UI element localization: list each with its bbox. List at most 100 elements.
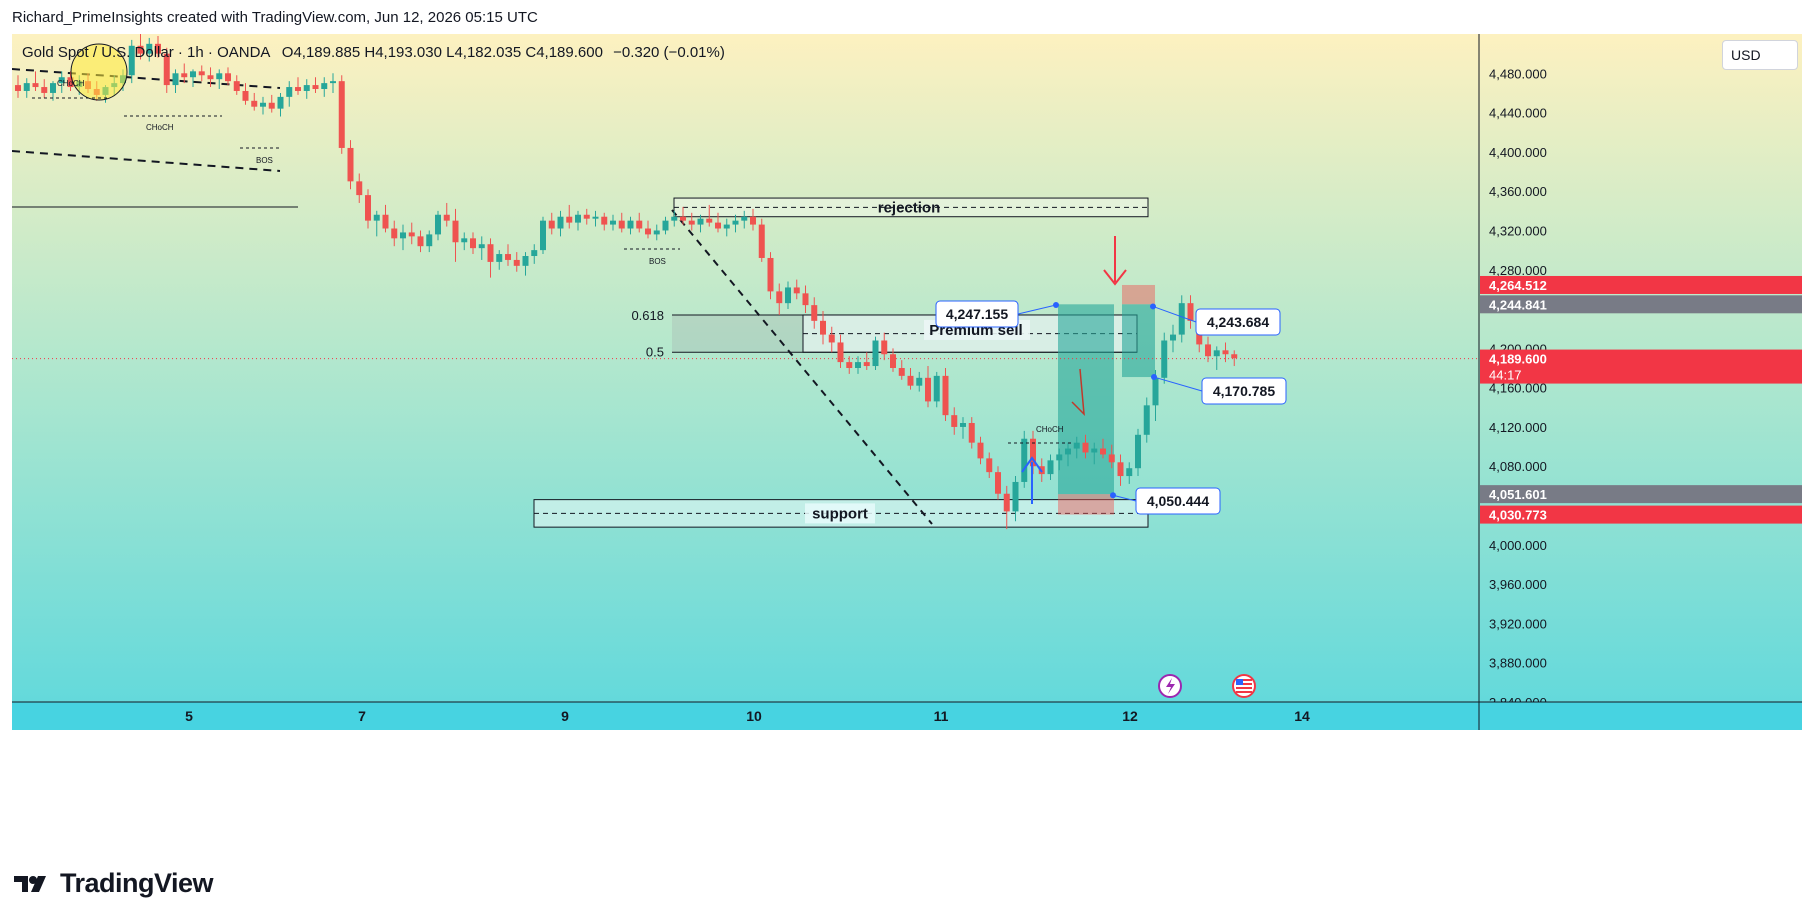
candle [1205, 336, 1211, 363]
open-value: 4,189.885 [293, 44, 361, 61]
candle-body [916, 377, 923, 386]
candle-body [1117, 462, 1124, 477]
candle-body [1100, 448, 1106, 455]
candle-body [505, 254, 511, 260]
candle-body [653, 230, 660, 235]
below-chart-bg [12, 730, 1802, 845]
candle [207, 67, 214, 88]
callout-anchor-dot [1110, 492, 1116, 499]
candle-body [496, 254, 503, 262]
candle [688, 212, 695, 231]
candle-body [1231, 354, 1238, 359]
currency-button[interactable]: USD [1722, 40, 1798, 70]
candle [408, 222, 415, 245]
time-tick-label: 11 [934, 708, 949, 724]
candle [592, 210, 599, 227]
candle-body [610, 220, 616, 225]
candle-body [855, 362, 861, 368]
candle-body [1205, 344, 1211, 357]
price-chart[interactable]: CHoCHCHoCHBOSBOSCHoCHrejectionsupportPre… [12, 34, 1802, 845]
candle-body [260, 102, 266, 107]
candle [461, 232, 468, 251]
candle-body [785, 287, 791, 304]
candle [1056, 448, 1063, 471]
time-tick-label: 12 [1122, 708, 1138, 724]
callout-label: 4,243.684 [1207, 314, 1269, 330]
candle [1222, 342, 1229, 363]
candle [137, 34, 144, 60]
price-callout: 4,243.684 [1150, 303, 1281, 336]
price-marker-label: 4,244.841 [1489, 297, 1547, 312]
time-tick-label: 7 [358, 708, 366, 724]
candle [1021, 430, 1028, 488]
candle-body [426, 234, 433, 247]
open-label: O [281, 44, 294, 61]
candle [155, 35, 161, 58]
candle [977, 436, 984, 465]
candle [680, 206, 686, 225]
candle-body [1030, 438, 1036, 467]
axes: 4,480.000 4,440.000 4,400.000 4,360.000 4,32… [12, 34, 1802, 845]
price-marker: 4,051.601 [1480, 485, 1802, 504]
candle-body [400, 232, 406, 239]
candle-body [190, 71, 196, 78]
close-label: C [525, 44, 537, 61]
candle-body [960, 423, 966, 427]
chart-frame[interactable]: CHoCH CHoCH BOS BOS CHoCH rejection support Pre… [12, 34, 1802, 845]
ohlc-readout: O4,189.885 H4,193.030 L4,182.035 C4,189.… [282, 44, 725, 61]
time-tick-label: 9 [561, 708, 569, 724]
candle-body [251, 100, 258, 107]
lightning-icon-bolt [1166, 678, 1175, 694]
candle [496, 250, 503, 270]
candle [653, 224, 660, 241]
candle-body [225, 73, 231, 82]
candle [443, 202, 450, 227]
candle-body [680, 216, 686, 221]
candle-body [890, 354, 896, 368]
candle-body [723, 224, 730, 229]
candle-body [1091, 448, 1098, 453]
candle-body [750, 216, 756, 225]
candle-body [233, 81, 240, 91]
candle-body [636, 220, 643, 229]
candle [513, 252, 520, 272]
price-tick-label: 4,440.000 [1489, 106, 1547, 121]
candle [198, 65, 205, 82]
candle [233, 75, 240, 95]
candle-body [951, 415, 958, 427]
flag-icon-circle [1232, 674, 1256, 698]
candle-body [1143, 405, 1150, 435]
candle-body [776, 291, 783, 304]
drawings-front: CHoCHCHoCHBOSBOSCHoCHrejectionsupportPre… [32, 43, 1287, 698]
candle [1170, 324, 1176, 353]
candle [216, 69, 223, 90]
candle-body [373, 214, 380, 221]
symbol-name[interactable]: Gold Spot / U.S. Dollar · 1h · OANDA [22, 44, 270, 61]
candle-body [741, 216, 748, 221]
time-axis-bg [12, 702, 1802, 730]
candle-body [540, 220, 546, 251]
candle [338, 75, 345, 154]
candle-body [172, 73, 179, 86]
candle-body [338, 81, 345, 148]
candle [697, 214, 704, 233]
candles [15, 34, 1238, 530]
candle-body [303, 85, 310, 91]
candle-body [566, 216, 573, 223]
candle-body [898, 368, 905, 376]
candle [128, 39, 135, 84]
candle-body [758, 224, 765, 258]
candle [225, 67, 231, 86]
candle [837, 334, 844, 368]
candle [750, 208, 756, 231]
tradingview-logo[interactable]: TradingView [14, 868, 214, 899]
candle [1065, 442, 1071, 467]
flag-stripe [1236, 687, 1252, 689]
price-tick-label: 4,120.000 [1489, 420, 1547, 435]
callout-leader [1112, 494, 1137, 502]
structure-label-choch-3: CHoCH [1036, 425, 1064, 434]
candle-body [627, 220, 634, 229]
candle-body [1213, 350, 1220, 357]
price-tick-label: 3,920.000 [1489, 616, 1547, 631]
candle [172, 69, 179, 93]
